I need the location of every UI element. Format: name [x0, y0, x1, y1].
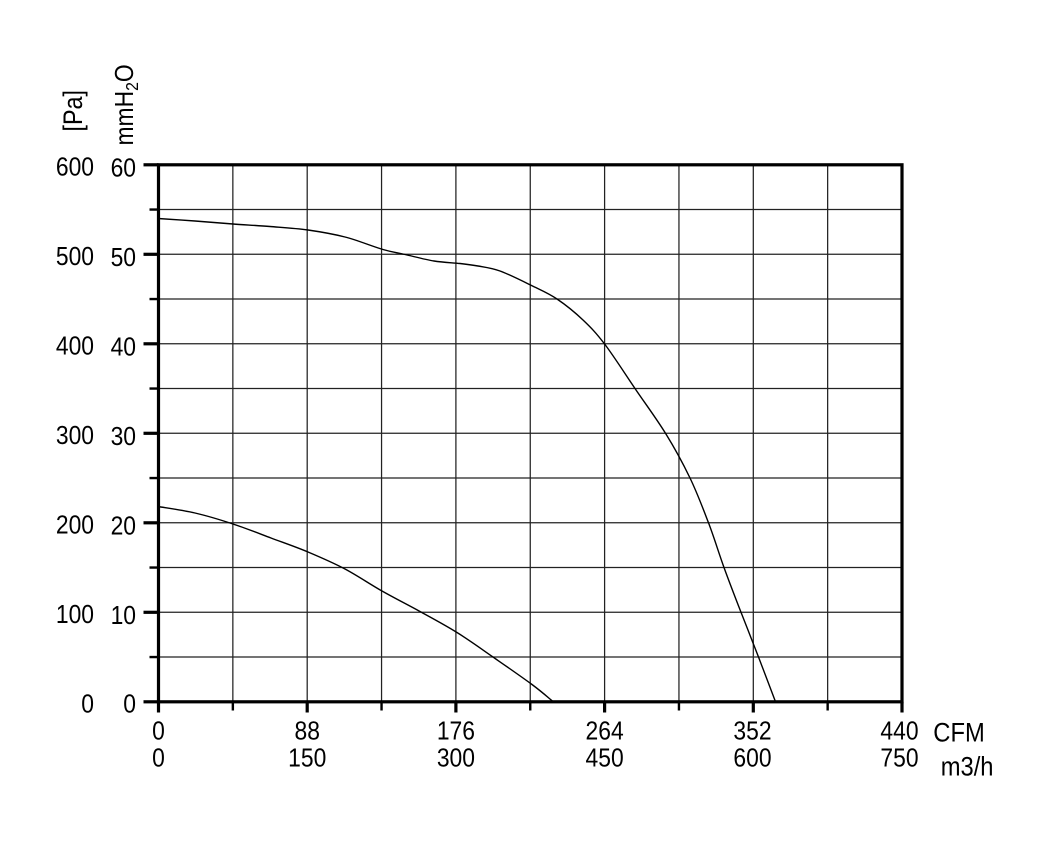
svg-text:264: 264	[586, 717, 624, 746]
svg-text:m3/h: m3/h	[941, 752, 994, 782]
svg-text:0: 0	[152, 744, 165, 773]
svg-text:20: 20	[111, 512, 136, 541]
svg-text:50: 50	[111, 244, 136, 273]
svg-text:500: 500	[56, 243, 94, 272]
svg-text:0: 0	[152, 717, 165, 746]
svg-text:300: 300	[56, 422, 94, 451]
svg-text:450: 450	[586, 744, 624, 773]
svg-text:200: 200	[56, 511, 94, 540]
svg-text:60: 60	[111, 154, 136, 183]
svg-text:352: 352	[733, 717, 771, 746]
svg-text:750: 750	[880, 744, 918, 773]
svg-text:150: 150	[288, 744, 326, 773]
svg-text:mmH2O: mmH2O	[111, 64, 143, 145]
svg-text:300: 300	[437, 744, 475, 773]
svg-text:400: 400	[56, 332, 94, 361]
svg-text:10: 10	[111, 602, 136, 631]
svg-text:176: 176	[437, 717, 475, 746]
svg-text:440: 440	[880, 717, 918, 746]
svg-text:0: 0	[123, 690, 136, 719]
svg-text:CFM: CFM	[933, 718, 984, 748]
svg-text:[Pa]: [Pa]	[59, 90, 89, 131]
svg-text:40: 40	[111, 333, 136, 362]
svg-text:100: 100	[56, 601, 94, 630]
svg-text:30: 30	[111, 423, 136, 452]
svg-text:600: 600	[56, 153, 94, 182]
svg-text:88: 88	[294, 717, 319, 746]
svg-text:600: 600	[733, 744, 771, 773]
svg-text:0: 0	[81, 690, 94, 719]
